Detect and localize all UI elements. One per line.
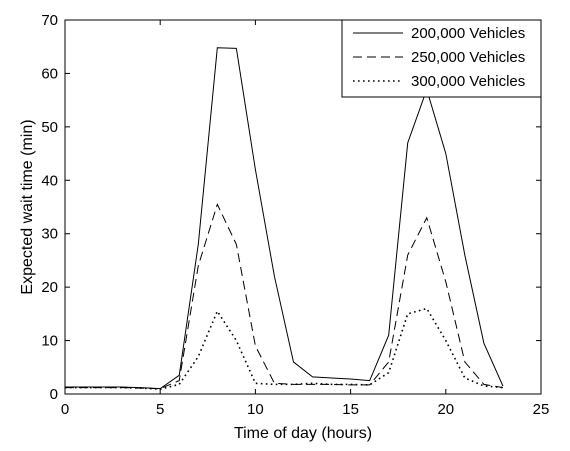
- legend-label-250000: 250,000 Vehicles: [411, 49, 525, 66]
- x-tick-label: 0: [61, 401, 69, 418]
- legend-label-300000: 300,000 Vehicles: [411, 73, 525, 90]
- y-tick-label: 50: [41, 119, 58, 136]
- series-line-2: [65, 202, 504, 390]
- y-tick-label: 30: [41, 226, 58, 243]
- series-line-1: [65, 47, 504, 390]
- x-tick-label: 25: [533, 401, 550, 418]
- y-axis-label: Expected wait time (min): [19, 119, 36, 294]
- x-tick-label: 20: [437, 401, 454, 418]
- y-tick-label: 20: [41, 279, 58, 296]
- series-lines: [65, 47, 504, 390]
- legend-label-200000: 200,000 Vehicles: [411, 25, 525, 42]
- y-tick-label: 70: [41, 12, 58, 29]
- y-tick-label: 0: [50, 386, 58, 403]
- x-axis-label: Time of day (hours): [234, 425, 372, 442]
- axis-tick-labels: 0 5 10 15 20 25 0 10 20 30 40 50 60 70: [41, 12, 549, 418]
- y-tick-label: 40: [41, 172, 58, 189]
- x-tick-label: 5: [156, 401, 164, 418]
- x-tick-label: 15: [342, 401, 359, 418]
- x-tick-label: 10: [247, 401, 264, 418]
- legend: 200,000 Vehicles 250,000 Vehicles 300,00…: [341, 19, 542, 98]
- y-tick-label: 10: [41, 333, 58, 350]
- plot-frame: [64, 19, 542, 395]
- y-tick-label: 60: [41, 65, 58, 82]
